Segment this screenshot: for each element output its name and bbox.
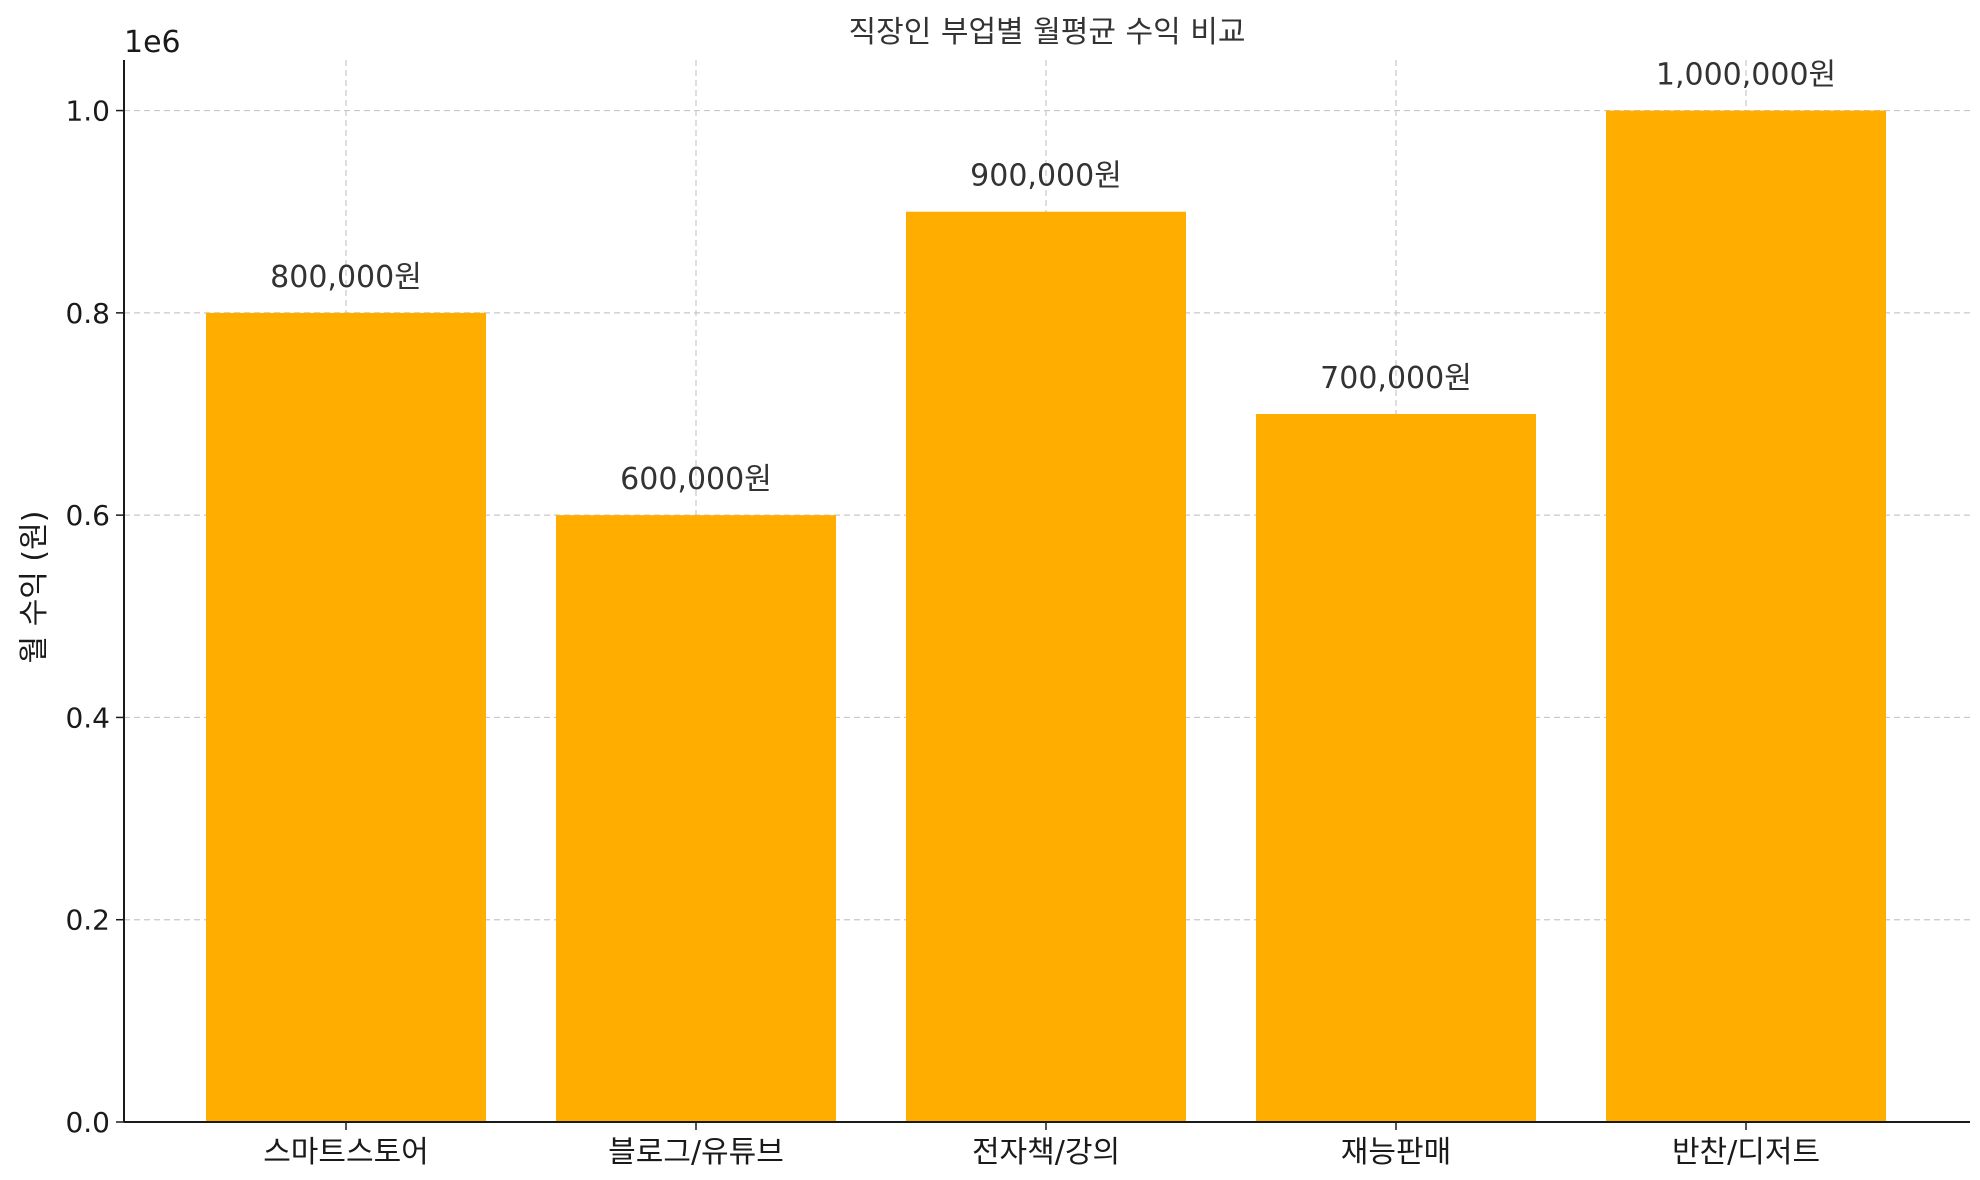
data-label: 1,000,000원: [1656, 58, 1836, 93]
x-tick-label: 반찬/디저트: [1672, 1135, 1820, 1170]
y-tick-label: 0.0: [65, 1106, 110, 1139]
bar: [906, 211, 1186, 1122]
bar: [206, 312, 486, 1122]
data-label: 900,000원: [970, 159, 1122, 194]
x-tick-label: 스마트스토어: [263, 1135, 429, 1170]
x-tick-label: 전자책/강의: [972, 1135, 1120, 1170]
data-label: 700,000원: [1320, 361, 1472, 396]
x-tick-label: 재능판매: [1341, 1135, 1451, 1170]
y-tick-label: 1.0: [65, 95, 110, 128]
bar: [1606, 110, 1886, 1123]
bar: [556, 515, 836, 1122]
data-label: 600,000원: [620, 462, 772, 497]
x-tick-label: 블로그/유튜브: [608, 1135, 784, 1170]
y-tick-label: 0.6: [65, 499, 110, 532]
y-tick-label: 0.2: [65, 904, 110, 937]
chart-title: 직장인 부업별 월평균 수익 비교: [849, 15, 1246, 50]
y-tick-label: 0.4: [65, 701, 110, 734]
axes: [116, 60, 1970, 1130]
bar: [1256, 414, 1536, 1122]
y-tick-label: 0.8: [65, 297, 110, 330]
bars: [206, 110, 1886, 1123]
chart-texts: 직장인 부업별 월평균 수익 비교 1e6 월 수익 (원) 0.0 0.2 0.4…: [17, 15, 1836, 1170]
data-label: 800,000원: [270, 260, 422, 295]
y-axis-offset-label: 1e6: [124, 25, 181, 60]
y-axis-label: 월 수익 (원): [17, 511, 52, 664]
